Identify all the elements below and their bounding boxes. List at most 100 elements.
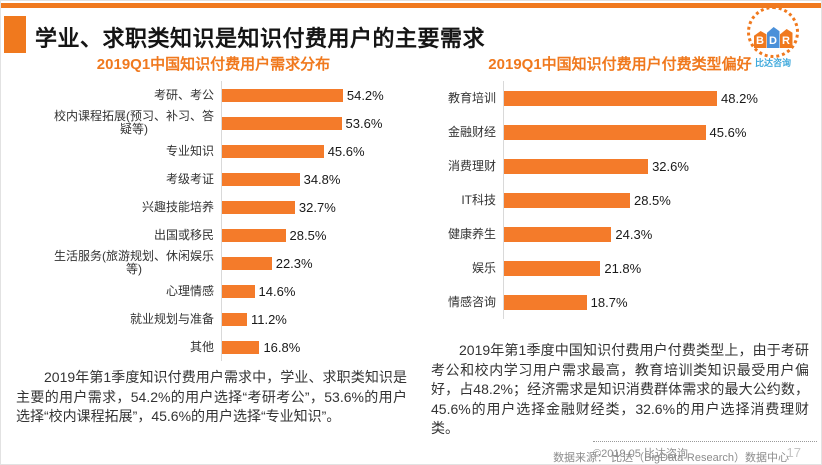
left-chart-title: 2019Q1中国知识付费用户需求分布 [96,56,331,73]
value-label: 14.6% [258,283,296,299]
bar [504,294,587,310]
bar-plot-area: 16.8% [221,333,411,361]
value-label: 18.7% [590,294,628,310]
category-label: 情感咨询 [447,294,496,309]
bar-row: 校内课程拓展(预习、补习、答疑等) 53.6% [16,109,411,137]
bdr-logo: B D R 比达咨询 [741,6,805,69]
bar [222,116,342,130]
bar-plot-area: 53.6% [221,109,411,137]
bar [504,226,612,242]
logo-dotted-circle-icon: B D R [747,6,799,58]
value-label: 32.7% [298,199,336,215]
bar-row: 教育培训 48.2% [431,81,809,115]
right-analysis-text: 2019年第1季度中国知识付费用户付费类型上，由于考研考公和校内学习用户需求最高… [431,342,809,436]
bar-row: 情感咨询 18.7% [431,285,809,319]
bar-plot-area: 18.7% [503,285,809,319]
bar-plot-area: 11.2% [221,305,411,333]
category-label: 金融财经 [447,124,496,139]
value-label: 34.8% [303,171,341,187]
category-label: 就业规划与准备 [129,311,214,326]
bar-plot-area: 24.3% [503,217,809,251]
bar [222,228,286,242]
right-chart-section: 2019Q1中国知识付费用户付费类型偏好 教育培训 48.2% 金融财经 45.6% 消… [431,55,809,464]
page-title: 学业、求职类知识是知识付费用户的主要需求 [35,26,486,51]
category-label: 校内课程拓展(预习、补习、答疑等) [54,109,214,136]
value-label: 22.3% [275,255,313,271]
value-label: 21.8% [604,260,642,276]
page-number: 17 [786,445,801,460]
category-label: 兴趣技能培养 [141,199,214,214]
bar-plot-area: 32.7% [221,193,411,221]
left-bar-chart: 考研、考公 54.2% 校内课程拓展(预习、补习、答疑等) 53.6% 专业知识 45.6… [16,81,411,361]
left-analysis-text: 2019年第1季度知识付费用户需求中，学业、求职类知识是主要的用户需求，54.2… [16,369,407,424]
bar-row: 考级考证 34.8% [16,165,411,193]
bar-plot-area: 28.5% [221,221,411,249]
bar-row: 金融财经 45.6% [431,115,809,149]
charts-area: 2019Q1中国知识付费用户需求分布 考研、考公 54.2% 校内课程拓展(预习、补… [16,55,809,464]
category-label: 出国或移民 [153,227,214,242]
bar-row: 心理情感 14.6% [16,277,411,305]
bar-plot-area: 45.6% [221,137,411,165]
logo-flag-r: R [779,29,793,48]
bar [222,312,247,326]
bar-plot-area: 28.5% [503,183,809,217]
bar-plot-area: 32.6% [503,149,809,183]
footer: ©2019.05 比达咨询 17 [593,441,817,461]
bar [222,88,343,102]
bar [504,192,630,208]
bar-plot-area: 54.2% [221,81,411,109]
category-label: 专业知识 [165,143,214,158]
bar-plot-area: 48.2% [503,81,809,115]
bar-row: 娱乐 21.8% [431,251,809,285]
title-accent-square [4,16,26,53]
value-label: 54.2% [346,87,384,103]
category-label: 心理情感 [165,283,214,298]
right-chart-title: 2019Q1中国知识付费用户付费类型偏好 [488,56,752,73]
bar-row: 健康养生 24.3% [431,217,809,251]
category-label: 考研、考公 [153,87,214,102]
bar [222,172,300,186]
bar-row: IT科技 28.5% [431,183,809,217]
bar [222,340,260,354]
category-label: 健康养生 [447,226,496,241]
value-label: 48.2% [721,90,758,106]
bar [504,90,718,106]
bar [222,200,295,214]
bar-row: 消费理财 32.6% [431,149,809,183]
bar-row: 兴趣技能培养 32.7% [16,193,411,221]
category-label: 生活服务(旅游规划、休闲娱乐等) [54,249,214,276]
bar-row: 就业规划与准备 11.2% [16,305,411,333]
category-label: 考级考证 [165,171,214,186]
bar-row: 考研、考公 54.2% [16,81,411,109]
bar [222,144,324,158]
bar-row: 专业知识 45.6% [16,137,411,165]
bar-row: 生活服务(旅游规划、休闲娱乐等) 22.3% [16,249,411,277]
bar [222,256,272,270]
logo-flag-d: D [766,27,780,48]
bar [504,260,601,276]
bar-plot-area: 34.8% [221,165,411,193]
logo-flag-b: B [753,31,767,48]
bar-plot-area: 45.6% [503,115,809,149]
data-source-note: 数据来源： 比达（BigData-Research）数据中心 [553,451,789,464]
copyright-text: ©2019.05 比达咨询 [593,448,688,460]
category-label: 娱乐 [471,260,496,275]
category-label: IT科技 [461,192,496,207]
bar-row: 出国或移民 28.5% [16,221,411,249]
bar-plot-area: 14.6% [221,277,411,305]
value-label: 28.5% [633,192,671,208]
bar-plot-area: 21.8% [503,251,809,285]
category-label: 其他 [189,339,214,354]
bar [504,158,649,174]
value-label: 28.5% [289,227,327,243]
value-label: 45.6% [327,143,365,159]
bar-plot-area: 22.3% [221,249,411,277]
bar [222,284,255,298]
left-chart-section: 2019Q1中国知识付费用户需求分布 考研、考公 54.2% 校内课程拓展(预习、补… [16,55,411,464]
bar-row: 其他 16.8% [16,333,411,361]
logo-subtext: 比达咨询 [754,58,791,68]
value-label: 45.6% [709,124,747,140]
category-label: 消费理财 [447,158,496,173]
value-label: 16.8% [263,339,301,355]
